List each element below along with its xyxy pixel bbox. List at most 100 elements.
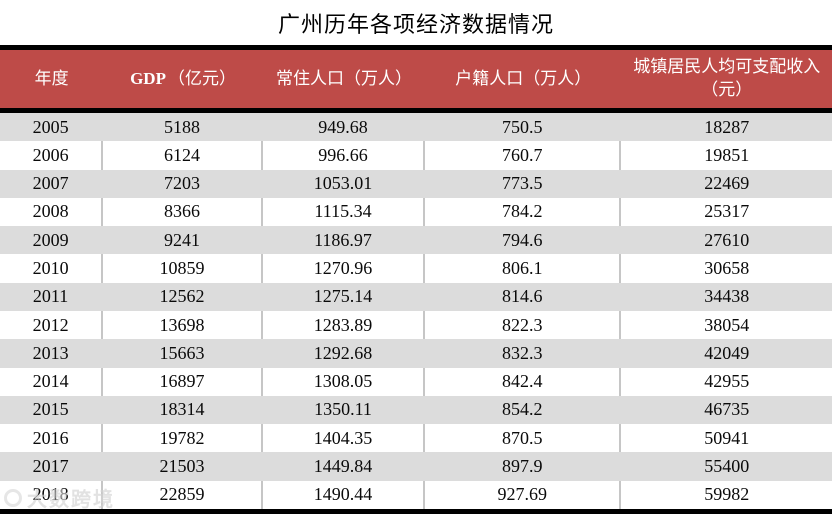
table-row: 2009 9241 1186.97 794.6 27610: [0, 226, 832, 255]
cell-resident-population: 1275.14: [263, 282, 426, 311]
cell-year: 2016: [0, 424, 104, 453]
cell-year: 2005: [0, 113, 104, 142]
cell-disposable-income: 59982: [704, 484, 750, 505]
cell-gdp: 9241: [103, 226, 263, 255]
table-row: 2017 21503 1449.84 897.9 55400: [0, 452, 832, 481]
cell-gdp: 12562: [103, 282, 263, 311]
cell-disposable-income: 25317: [704, 201, 750, 222]
table-row: 2013 15663 1292.68 832.3 42049: [0, 339, 832, 368]
cell-disposable-income: 30658: [704, 258, 750, 279]
cell-disposable-income: 34438: [704, 286, 750, 307]
cell-registered-population: 842.4: [425, 367, 622, 396]
cell-gdp: 22859: [103, 480, 263, 509]
column-header-year: 年度: [0, 50, 103, 108]
cell-registered-population: 897.9: [425, 452, 622, 481]
table-row: 2018 22859 1490.44 927.69 59982: [0, 480, 832, 509]
cell-disposable-income: 42049: [704, 342, 750, 363]
table-row: 2014 16897 1308.05 842.4 42955: [0, 367, 832, 396]
cell-registered-population: 784.2: [425, 197, 622, 227]
cell-resident-population: 1053.01: [263, 169, 426, 198]
cell-resident-population: 1186.97: [263, 226, 426, 255]
cell-disposable-income: 22469: [704, 173, 750, 194]
cell-disposable-income: 18287: [704, 116, 750, 137]
cell-year: 2008: [0, 197, 104, 227]
column-header-text: GDP: [130, 68, 166, 88]
cell-gdp: 8366: [103, 197, 263, 227]
cell-gdp: 18314: [103, 395, 263, 425]
table-row: 2011 12562 1275.14 814.6 34438: [0, 282, 832, 311]
cell-registered-population: 832.3: [425, 339, 622, 368]
table-row: 2005 5188 949.68 750.5 18287: [0, 113, 832, 142]
cell-resident-population: 949.68: [263, 113, 426, 142]
cell-year: 2017: [0, 452, 104, 481]
column-header-text: 城镇居民人均可支配收入（元）: [633, 57, 821, 99]
column-header-text: 户籍人口（万人）: [455, 68, 592, 88]
column-header-disposable-income: 城镇居民人均可支配收入（元）: [621, 50, 831, 108]
cell-year: 2007: [0, 169, 104, 198]
cell-gdp: 6124: [103, 141, 263, 170]
cell-gdp: 10859: [103, 254, 263, 283]
cell-registered-population: 814.6: [425, 282, 622, 311]
cell-gdp: 7203: [103, 169, 263, 198]
cell-resident-population: 996.66: [263, 141, 426, 170]
cell-year: 2006: [0, 141, 104, 170]
cell-registered-population: 760.7: [425, 141, 622, 170]
table-row: 2012 13698 1283.89 822.3 38054: [0, 310, 832, 340]
column-header-resident-population: 常住人口（万人）: [263, 50, 425, 108]
table-row: 2015 18314 1350.11 854.2 46735: [0, 395, 832, 425]
cell-registered-population: 806.1: [425, 254, 622, 283]
table-body: 2005 5188 949.68 750.5 18287 2006 6124 996.66 76…: [0, 113, 832, 514]
cell-registered-population: 794.6: [425, 226, 622, 255]
cell-disposable-income: 38054: [704, 314, 750, 335]
column-header-text: （亿元）: [167, 68, 236, 88]
cell-resident-population: 1404.35: [263, 424, 426, 453]
cell-year: 2010: [0, 254, 104, 283]
cell-year: 2011: [0, 282, 104, 311]
table-row: 2007 7203 1053.01 773.5 22469: [0, 169, 832, 198]
cell-year: 2018: [0, 480, 104, 509]
cell-resident-population: 1270.96: [263, 254, 426, 283]
table-row: 2016 19782 1404.35 870.5 50941: [0, 424, 832, 453]
cell-registered-population: 927.69: [425, 480, 622, 509]
cell-year: 2013: [0, 339, 104, 368]
economic-data-table: 年度 GDP （亿元） 常住人口（万人） 户籍人口（万人） 城镇居民人均可支配收入（元） …: [0, 45, 832, 514]
cell-year: 2012: [0, 310, 104, 340]
cell-resident-population: 1308.05: [263, 367, 426, 396]
cell-registered-population: 854.2: [425, 395, 622, 425]
cell-gdp: 19782: [103, 424, 263, 453]
cell-gdp: 13698: [103, 310, 263, 340]
cell-gdp: 21503: [103, 452, 263, 481]
cell-disposable-income: 19851: [704, 144, 750, 165]
cell-gdp: 16897: [103, 367, 263, 396]
cell-registered-population: 773.5: [425, 169, 622, 198]
cell-disposable-income: 50941: [704, 427, 750, 448]
cell-registered-population: 870.5: [425, 424, 622, 453]
cell-gdp: 15663: [103, 339, 263, 368]
cell-gdp: 5188: [103, 113, 263, 142]
cell-resident-population: 1115.34: [263, 197, 426, 227]
cell-year: 2014: [0, 367, 104, 396]
column-header-registered-population: 户籍人口（万人）: [425, 50, 621, 108]
column-header-text: 年度: [34, 68, 69, 88]
cell-disposable-income: 42955: [704, 371, 750, 392]
table-row: 2010 10859 1270.96 806.1 30658: [0, 254, 832, 283]
column-header-gdp: GDP （亿元）: [103, 50, 263, 108]
table-header-row: 年度 GDP （亿元） 常住人口（万人） 户籍人口（万人） 城镇居民人均可支配收入（元）: [0, 45, 832, 113]
column-header-text: 常住人口（万人）: [276, 68, 412, 88]
cell-resident-population: 1449.84: [263, 452, 426, 481]
cell-resident-population: 1283.89: [263, 310, 426, 340]
cell-resident-population: 1350.11: [263, 395, 426, 425]
cell-disposable-income: 27610: [704, 229, 750, 250]
cell-disposable-income: 46735: [704, 399, 750, 420]
cell-resident-population: 1292.68: [263, 339, 426, 368]
cell-year: 2009: [0, 226, 104, 255]
cell-registered-population: 822.3: [425, 310, 622, 340]
cell-registered-population: 750.5: [425, 113, 622, 142]
page-title: 广州历年各项经济数据情况: [277, 11, 554, 37]
title-bar: 广州历年各项经济数据情况: [0, 0, 832, 45]
cell-year: 2015: [0, 395, 104, 425]
table-row: 2006 6124 996.66 760.7 19851: [0, 141, 832, 170]
cell-resident-population: 1490.44: [263, 480, 426, 509]
cell-disposable-income: 55400: [704, 456, 750, 477]
table-row: 2008 8366 1115.34 784.2 25317: [0, 197, 832, 227]
